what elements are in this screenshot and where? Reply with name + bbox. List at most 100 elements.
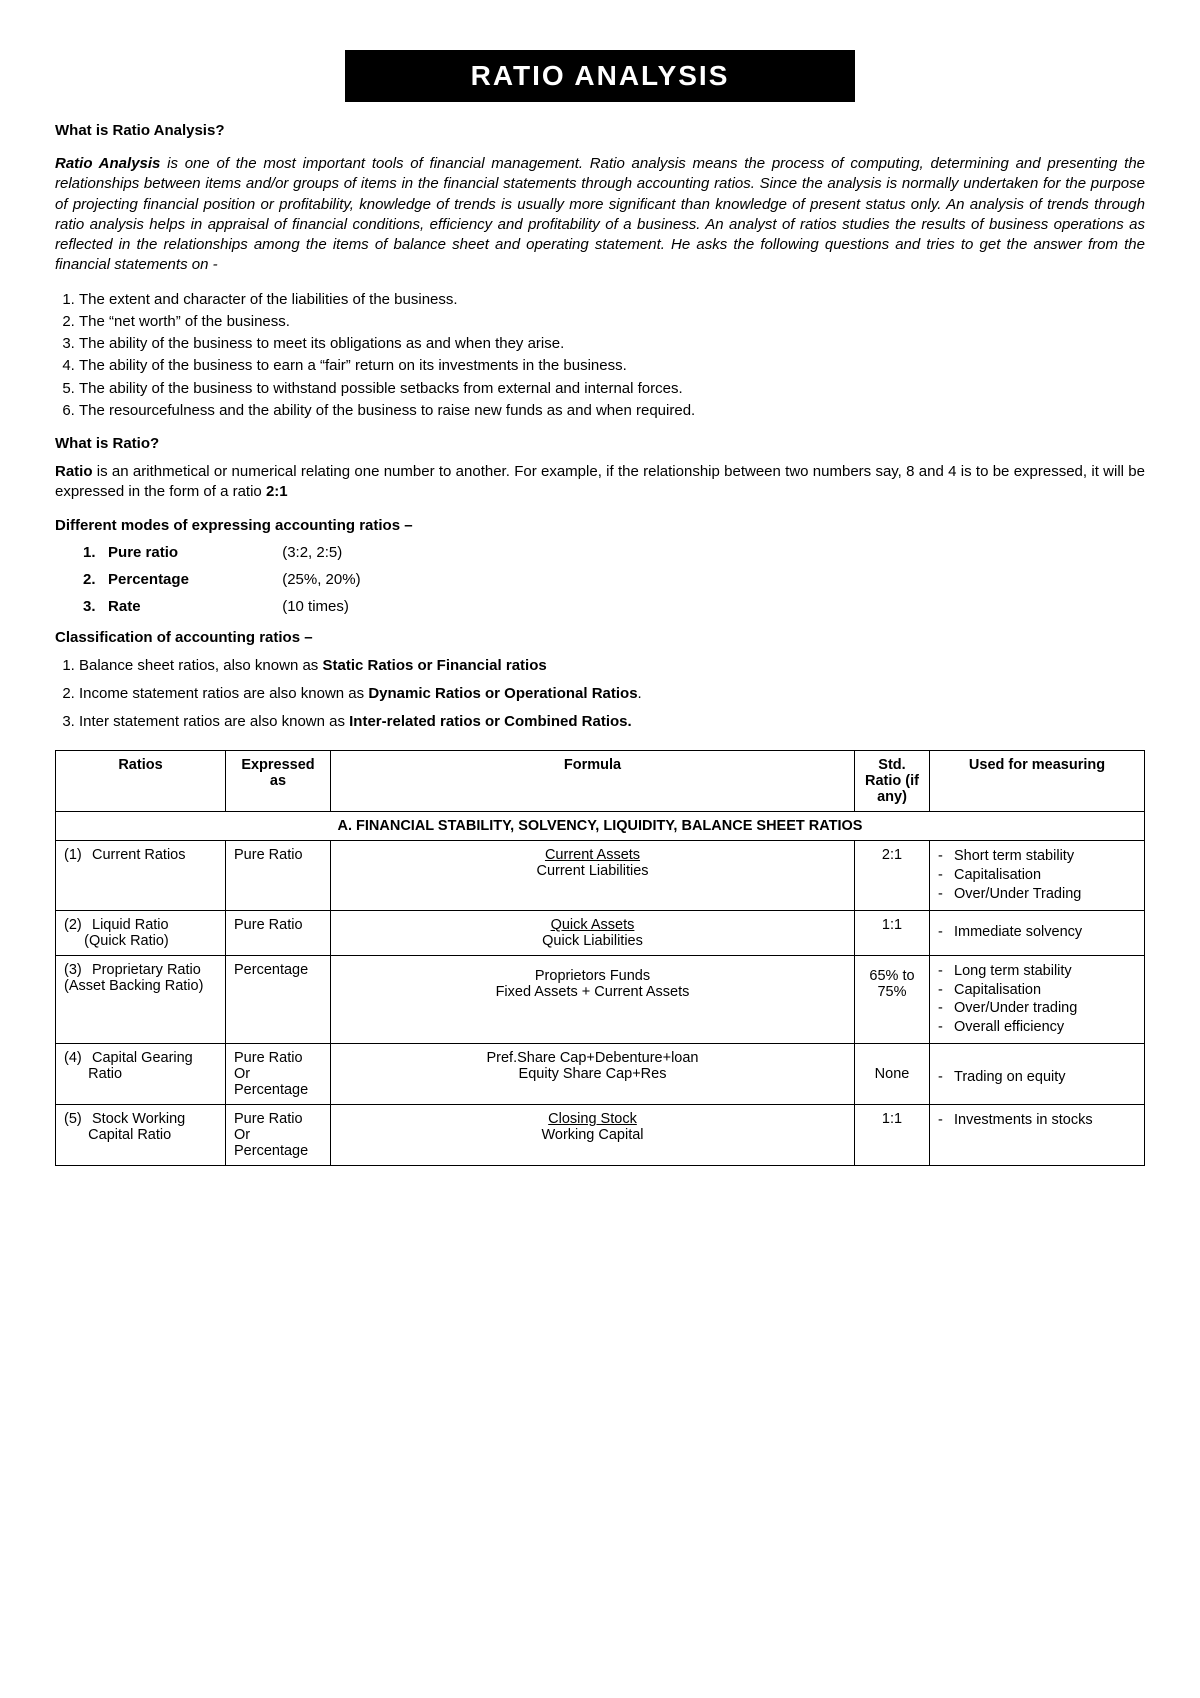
classification-list: Balance sheet ratios, also known as Stat… [55, 656, 1145, 733]
mode-example: (25%, 20%) [282, 571, 360, 588]
cell-std: 1:1 [855, 1105, 930, 1166]
cell-uses: -Investments in stocks [930, 1105, 1145, 1166]
ratio-num: (1) [64, 847, 92, 863]
cell-formula: Current Assets Current Liabilities [331, 841, 855, 911]
table-row: (3)Proprietary Ratio (Asset Backing Rati… [56, 955, 1145, 1043]
table-row: (2)Liquid Ratio (Quick Ratio) Pure Ratio… [56, 910, 1145, 955]
use-item: Overall efficiency [954, 1018, 1064, 1037]
use-item: Over/Under trading [954, 999, 1077, 1018]
formula-bot: Current Liabilities [536, 863, 648, 879]
cell-uses: -Long term stability -Capitalisation -Ov… [930, 955, 1145, 1043]
class-bold: Inter-related ratios or Combined Ratios. [349, 713, 632, 730]
question-item: The extent and character of the liabilit… [79, 290, 1145, 310]
mode-label: Pure ratio [108, 544, 178, 561]
class-bold: Static Ratios or Financial ratios [322, 657, 546, 674]
heading-what-is-ratio-analysis: What is Ratio Analysis? [55, 122, 1145, 139]
heading-classification: Classification of accounting ratios – [55, 629, 1145, 646]
formula-top: Closing Stock [339, 1111, 846, 1127]
cell-expressed: Pure Ratio Or Percentage [226, 1105, 331, 1166]
cell-formula: Quick Assets Quick Liabilities [331, 910, 855, 955]
page-title: RATIO ANALYSIS [345, 50, 855, 102]
cell-formula: Closing Stock Working Capital [331, 1105, 855, 1166]
use-item: Capitalisation [954, 981, 1041, 1000]
ratio-num: (4) [64, 1050, 92, 1066]
ratio-num: (3) [64, 962, 92, 978]
question-item: The ability of the business to meet its … [79, 334, 1145, 354]
table-row: (5)Stock Working Capital Ratio Pure Rati… [56, 1105, 1145, 1166]
question-item: The resourcefulness and the ability of t… [79, 401, 1145, 421]
cell-uses: -Trading on equity [930, 1044, 1145, 1105]
th-expressed: Expressed as [226, 751, 331, 812]
mode-label: Percentage [108, 571, 189, 588]
cell-expressed: Pure Ratio [226, 910, 331, 955]
questions-list: The extent and character of the liabilit… [55, 290, 1145, 422]
ratio-num: (2) [64, 917, 92, 933]
intro-paragraph: Ratio Analysis is one of the most import… [55, 154, 1145, 276]
section-header-row: A. FINANCIAL STABILITY, SOLVENCY, LIQUID… [56, 812, 1145, 841]
ratio-name: Proprietary Ratio [92, 962, 201, 978]
cell-std: 2:1 [855, 841, 930, 911]
question-item: The ability of the business to withstand… [79, 379, 1145, 399]
ratio-name2: Ratio [88, 1066, 122, 1082]
intro-text: is one of the most important tools of fi… [55, 155, 1145, 273]
mode-row: 3. Rate (10 times) [83, 598, 1145, 615]
use-item: Short term stability [954, 847, 1074, 866]
formula-bot: Quick Liabilities [542, 933, 643, 949]
use-item: Over/Under Trading [954, 885, 1081, 904]
formula-bot: Equity Share Cap+Res [519, 1066, 667, 1082]
cell-std: 1:1 [855, 910, 930, 955]
heading-what-is-ratio: What is Ratio? [55, 435, 1145, 452]
cell-ratio: (2)Liquid Ratio (Quick Ratio) [56, 910, 226, 955]
ratio-name2: (Quick Ratio) [84, 933, 169, 949]
cell-uses: -Immediate solvency [930, 910, 1145, 955]
cell-formula: Proprietors Funds Fixed Assets + Current… [331, 955, 855, 1043]
use-item: Immediate solvency [954, 923, 1082, 942]
formula-bot: Fixed Assets + Current Assets [496, 984, 690, 1000]
cell-std: 65% to 75% [855, 955, 930, 1043]
cell-ratio: (1)Current Ratios [56, 841, 226, 911]
cell-std: None [855, 1044, 930, 1105]
th-std: Std. Ratio (if any) [855, 751, 930, 812]
mode-num: 1. [83, 544, 96, 561]
th-formula: Formula [331, 751, 855, 812]
cell-ratio: (4)Capital Gearing Ratio [56, 1044, 226, 1105]
class-lead: Inter statement ratios are also known as [79, 713, 349, 730]
class-tail: . [638, 685, 642, 702]
cell-expressed: Pure Ratio Or Percentage [226, 1044, 331, 1105]
table-row: (1)Current Ratios Pure Ratio Current Ass… [56, 841, 1145, 911]
mode-label: Rate [108, 598, 141, 615]
formula-top: Pref.Share Cap+Debenture+loan [339, 1050, 846, 1066]
ratio-name2: Capital Ratio [88, 1127, 171, 1143]
formula-top: Quick Assets [339, 917, 846, 933]
class-item: Inter statement ratios are also known as… [79, 712, 1145, 732]
class-lead: Income statement ratios are also known a… [79, 685, 368, 702]
ratio-bold: Ratio [55, 463, 93, 480]
ratio-num: (5) [64, 1111, 92, 1127]
use-item: Capitalisation [954, 866, 1041, 885]
mode-example: (3:2, 2:5) [282, 544, 342, 561]
class-item: Income statement ratios are also known a… [79, 684, 1145, 704]
use-item: Investments in stocks [954, 1111, 1093, 1130]
cell-ratio: (3)Proprietary Ratio (Asset Backing Rati… [56, 955, 226, 1043]
ratio-name2: (Asset Backing Ratio) [64, 978, 203, 994]
table-header-row: Ratios Expressed as Formula Std. Ratio (… [56, 751, 1145, 812]
class-bold: Dynamic Ratios or Operational Ratios [368, 685, 637, 702]
ratio-text: is an arithmetical or numerical relating… [55, 463, 1145, 500]
mode-example: (10 times) [282, 598, 349, 615]
use-item: Trading on equity [954, 1068, 1066, 1087]
mode-row: 2. Percentage (25%, 20%) [83, 571, 1145, 588]
heading-modes: Different modes of expressing accounting… [55, 517, 1145, 534]
ratio-name: Capital Gearing [92, 1050, 193, 1066]
mode-num: 2. [83, 571, 96, 588]
ratio-name: Stock Working [92, 1111, 185, 1127]
class-item: Balance sheet ratios, also known as Stat… [79, 656, 1145, 676]
cell-ratio: (5)Stock Working Capital Ratio [56, 1105, 226, 1166]
mode-row: 1. Pure ratio (3:2, 2:5) [83, 544, 1145, 561]
formula-bot: Working Capital [541, 1127, 643, 1143]
ratios-table: Ratios Expressed as Formula Std. Ratio (… [55, 750, 1145, 1166]
section-header: A. FINANCIAL STABILITY, SOLVENCY, LIQUID… [56, 812, 1145, 841]
question-item: The “net worth” of the business. [79, 312, 1145, 332]
use-item: Long term stability [954, 962, 1072, 981]
cell-expressed: Percentage [226, 955, 331, 1043]
th-used: Used for measuring [930, 751, 1145, 812]
